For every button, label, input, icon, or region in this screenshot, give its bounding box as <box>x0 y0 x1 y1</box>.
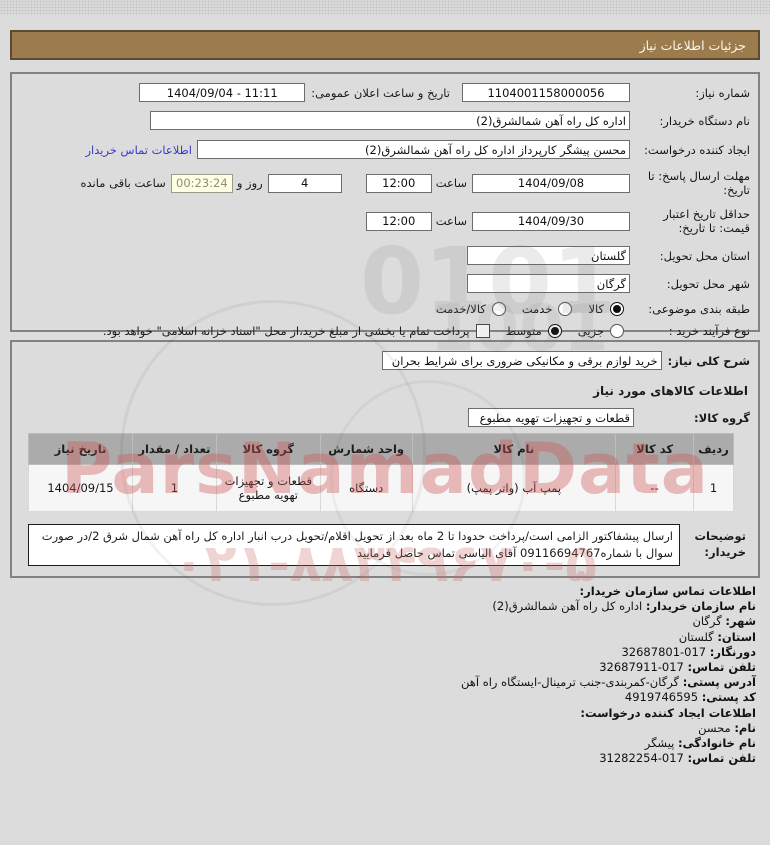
process-type-row: نوع فرآیند خرید : جزیی متوسط پرداخت تمام… <box>20 324 750 338</box>
col-item-code: کد کالا <box>615 433 695 465</box>
price-validity-label: حداقل تاریخ اعتبار قیمت: تا تاریخ: <box>663 207 750 235</box>
days-label: روز و <box>236 176 263 190</box>
price-validity-date-input[interactable] <box>472 211 630 231</box>
col-unit: واحد شمارش <box>319 433 413 465</box>
need-desc-label: شرح کلی نیاز: <box>667 353 750 368</box>
request-info-box: شماره نیاز: تاریخ و ساعت اعلان عمومی: نا… <box>10 72 760 338</box>
need-number-label: شماره نیاز: <box>695 85 750 100</box>
goods-group-label: گروه کالا: <box>694 410 750 425</box>
request-creator-row: ایجاد کننده درخواست: اطلاعات تماس خریدار <box>20 140 750 159</box>
contact-block: اطلاعات تماس سازمان خریدار: نام سازمان خ… <box>14 584 756 766</box>
province-row: استان محل تحویل: <box>20 246 750 265</box>
cell-item-name: پمپ آب (واتر پمپ) <box>411 464 617 512</box>
subject-class-row: طبقه بندی موضوعی: کالا خدمت کالا/خدمت <box>20 302 750 316</box>
creator-line-phone: تلفن تماس: 31282254-017 <box>599 751 756 766</box>
city-row: شهر محل تحویل: <box>20 274 750 293</box>
contact-line-postal-code: کد پستی: 4919746595 <box>624 690 756 705</box>
countdown-timer: 00:23:24 <box>170 173 233 193</box>
col-quantity: تعداد / مقدار <box>131 433 217 465</box>
cell-quantity: 1 <box>131 464 217 512</box>
contact-line-fax: دورنگار: 32687801-017 <box>621 644 756 659</box>
radio-partial[interactable] <box>610 324 624 338</box>
org-contact-heading: اطلاعات تماس سازمان خریدار: <box>579 584 756 598</box>
need-items-box: شرح کلی نیاز: اطلاعات کالاهای مورد نیاز … <box>10 340 760 578</box>
radio-medium-label: متوسط <box>505 324 542 338</box>
col-need-date: تاریخ نیاز <box>28 433 133 465</box>
price-validity-hour-label: ساعت <box>435 214 467 228</box>
subject-class-label: طبقه بندی موضوعی: <box>648 302 750 316</box>
radio-service-label: خدمت <box>521 302 553 316</box>
buyer-org-input[interactable] <box>150 111 630 130</box>
col-item-name: نام کالا <box>411 433 617 465</box>
days-remaining-input[interactable] <box>267 173 342 193</box>
goods-group-row: گروه کالا: <box>20 408 750 427</box>
treasury-docs-label: پرداخت تمام یا بخشی از مبلغ خرید،از محل … <box>102 324 470 338</box>
announce-datetime-input[interactable] <box>139 83 306 102</box>
buyer-contact-link[interactable]: اطلاعات تماس خریدار <box>85 142 192 157</box>
treasury-docs-checkbox[interactable] <box>475 324 490 338</box>
items-heading: اطلاعات کالاهای مورد نیاز <box>593 384 748 398</box>
radio-goods-service[interactable] <box>491 302 506 316</box>
cell-group: قطعات و تجهیزات تهویه مطبوع <box>215 464 321 512</box>
contact-line-phone: تلفن تماس: 32687911-017 <box>599 660 756 675</box>
need-desc-input[interactable] <box>381 351 662 370</box>
need-number-row: شماره نیاز: تاریخ و ساعت اعلان عمومی: <box>20 83 750 102</box>
price-validity-row: حداقل تاریخ اعتبار قیمت: تا تاریخ: ساعت <box>20 205 750 237</box>
cell-row-number: 1 <box>693 464 734 512</box>
items-table-row: 1 -- پمپ آب (واتر پمپ) دستگاه قطعات و تج… <box>28 464 734 512</box>
province-label: استان محل تحویل: <box>659 248 750 263</box>
response-deadline-label: مهلت ارسال پاسخ: تا تاریخ: <box>647 169 750 197</box>
goods-group-input[interactable] <box>468 408 634 427</box>
buyer-org-row: نام دستگاه خریدار: <box>20 111 750 130</box>
need-desc-row: شرح کلی نیاز: <box>20 351 750 370</box>
radio-goods[interactable] <box>610 302 624 316</box>
contact-line-address: آدرس پستی: گرگان-کمربندی-جنب ترمینال-ایس… <box>461 675 756 690</box>
page-title-bar: جزئیات اطلاعات نیاز <box>10 30 760 60</box>
items-table: ردیف کد کالا نام کالا واحد شمارش گروه کا… <box>28 433 734 512</box>
top-dotted-strip <box>0 0 770 14</box>
page-title: جزئیات اطلاعات نیاز <box>639 37 746 53</box>
city-input[interactable] <box>467 274 630 293</box>
hours-remaining-label: ساعت باقی مانده <box>80 176 166 190</box>
response-deadline-time-input[interactable] <box>365 173 432 193</box>
contact-line-province: استان: گلستان <box>678 629 756 644</box>
contact-line-city: شهر: گرگان <box>692 614 756 629</box>
buyer-notes-text: ارسال پیشفاکتور الزامی است/پرداخت حدودا … <box>28 524 680 566</box>
radio-goods-label: کالا <box>588 302 604 316</box>
response-deadline-row: مهلت ارسال پاسخ: تا تاریخ: ساعت روز و 00… <box>20 167 751 199</box>
cell-item-code: -- <box>615 464 695 512</box>
request-creator-input[interactable] <box>197 140 630 159</box>
response-deadline-hour-label: ساعت <box>435 176 467 190</box>
process-type-label: نوع فرآیند خرید : <box>668 324 750 338</box>
buyer-notes-label: توضیحات خریدار: <box>694 529 747 559</box>
radio-partial-label: جزیی <box>577 324 604 338</box>
col-group: گروه کالا <box>215 433 321 465</box>
cell-unit: دستگاه <box>319 464 413 512</box>
items-table-header-row: ردیف کد کالا نام کالا واحد شمارش گروه کا… <box>28 433 734 465</box>
cell-need-date: 1404/09/15 <box>28 464 133 512</box>
announce-datetime-label: تاریخ و ساعت اعلان عمومی: <box>311 85 450 100</box>
price-validity-time-input[interactable] <box>365 211 432 231</box>
need-number-input[interactable] <box>462 83 630 102</box>
contact-line-org-name: نام سازمان خریدار: اداره کل راه آهن شمال… <box>492 599 756 614</box>
radio-medium[interactable] <box>547 324 562 338</box>
buyer-notes-row: توضیحات خریدار: ارسال پیشفاکتور الزامی ا… <box>28 524 746 566</box>
radio-goods-service-label: کالا/خدمت <box>435 302 486 316</box>
buyer-org-label: نام دستگاه خریدار: <box>659 113 750 128</box>
creator-contact-heading: اطلاعات ایجاد کننده درخواست: <box>580 705 756 720</box>
creator-line-last-name: نام خانوادگی: پیشگر <box>644 736 756 751</box>
radio-service[interactable] <box>558 302 573 316</box>
request-creator-label: ایجاد کننده درخواست: <box>644 142 750 157</box>
col-row-number: ردیف <box>693 433 734 465</box>
city-label: شهر محل تحویل: <box>666 276 750 291</box>
province-input[interactable] <box>467 246 630 265</box>
response-deadline-date-input[interactable] <box>472 173 630 193</box>
creator-line-first-name: نام: محسن <box>698 720 756 735</box>
